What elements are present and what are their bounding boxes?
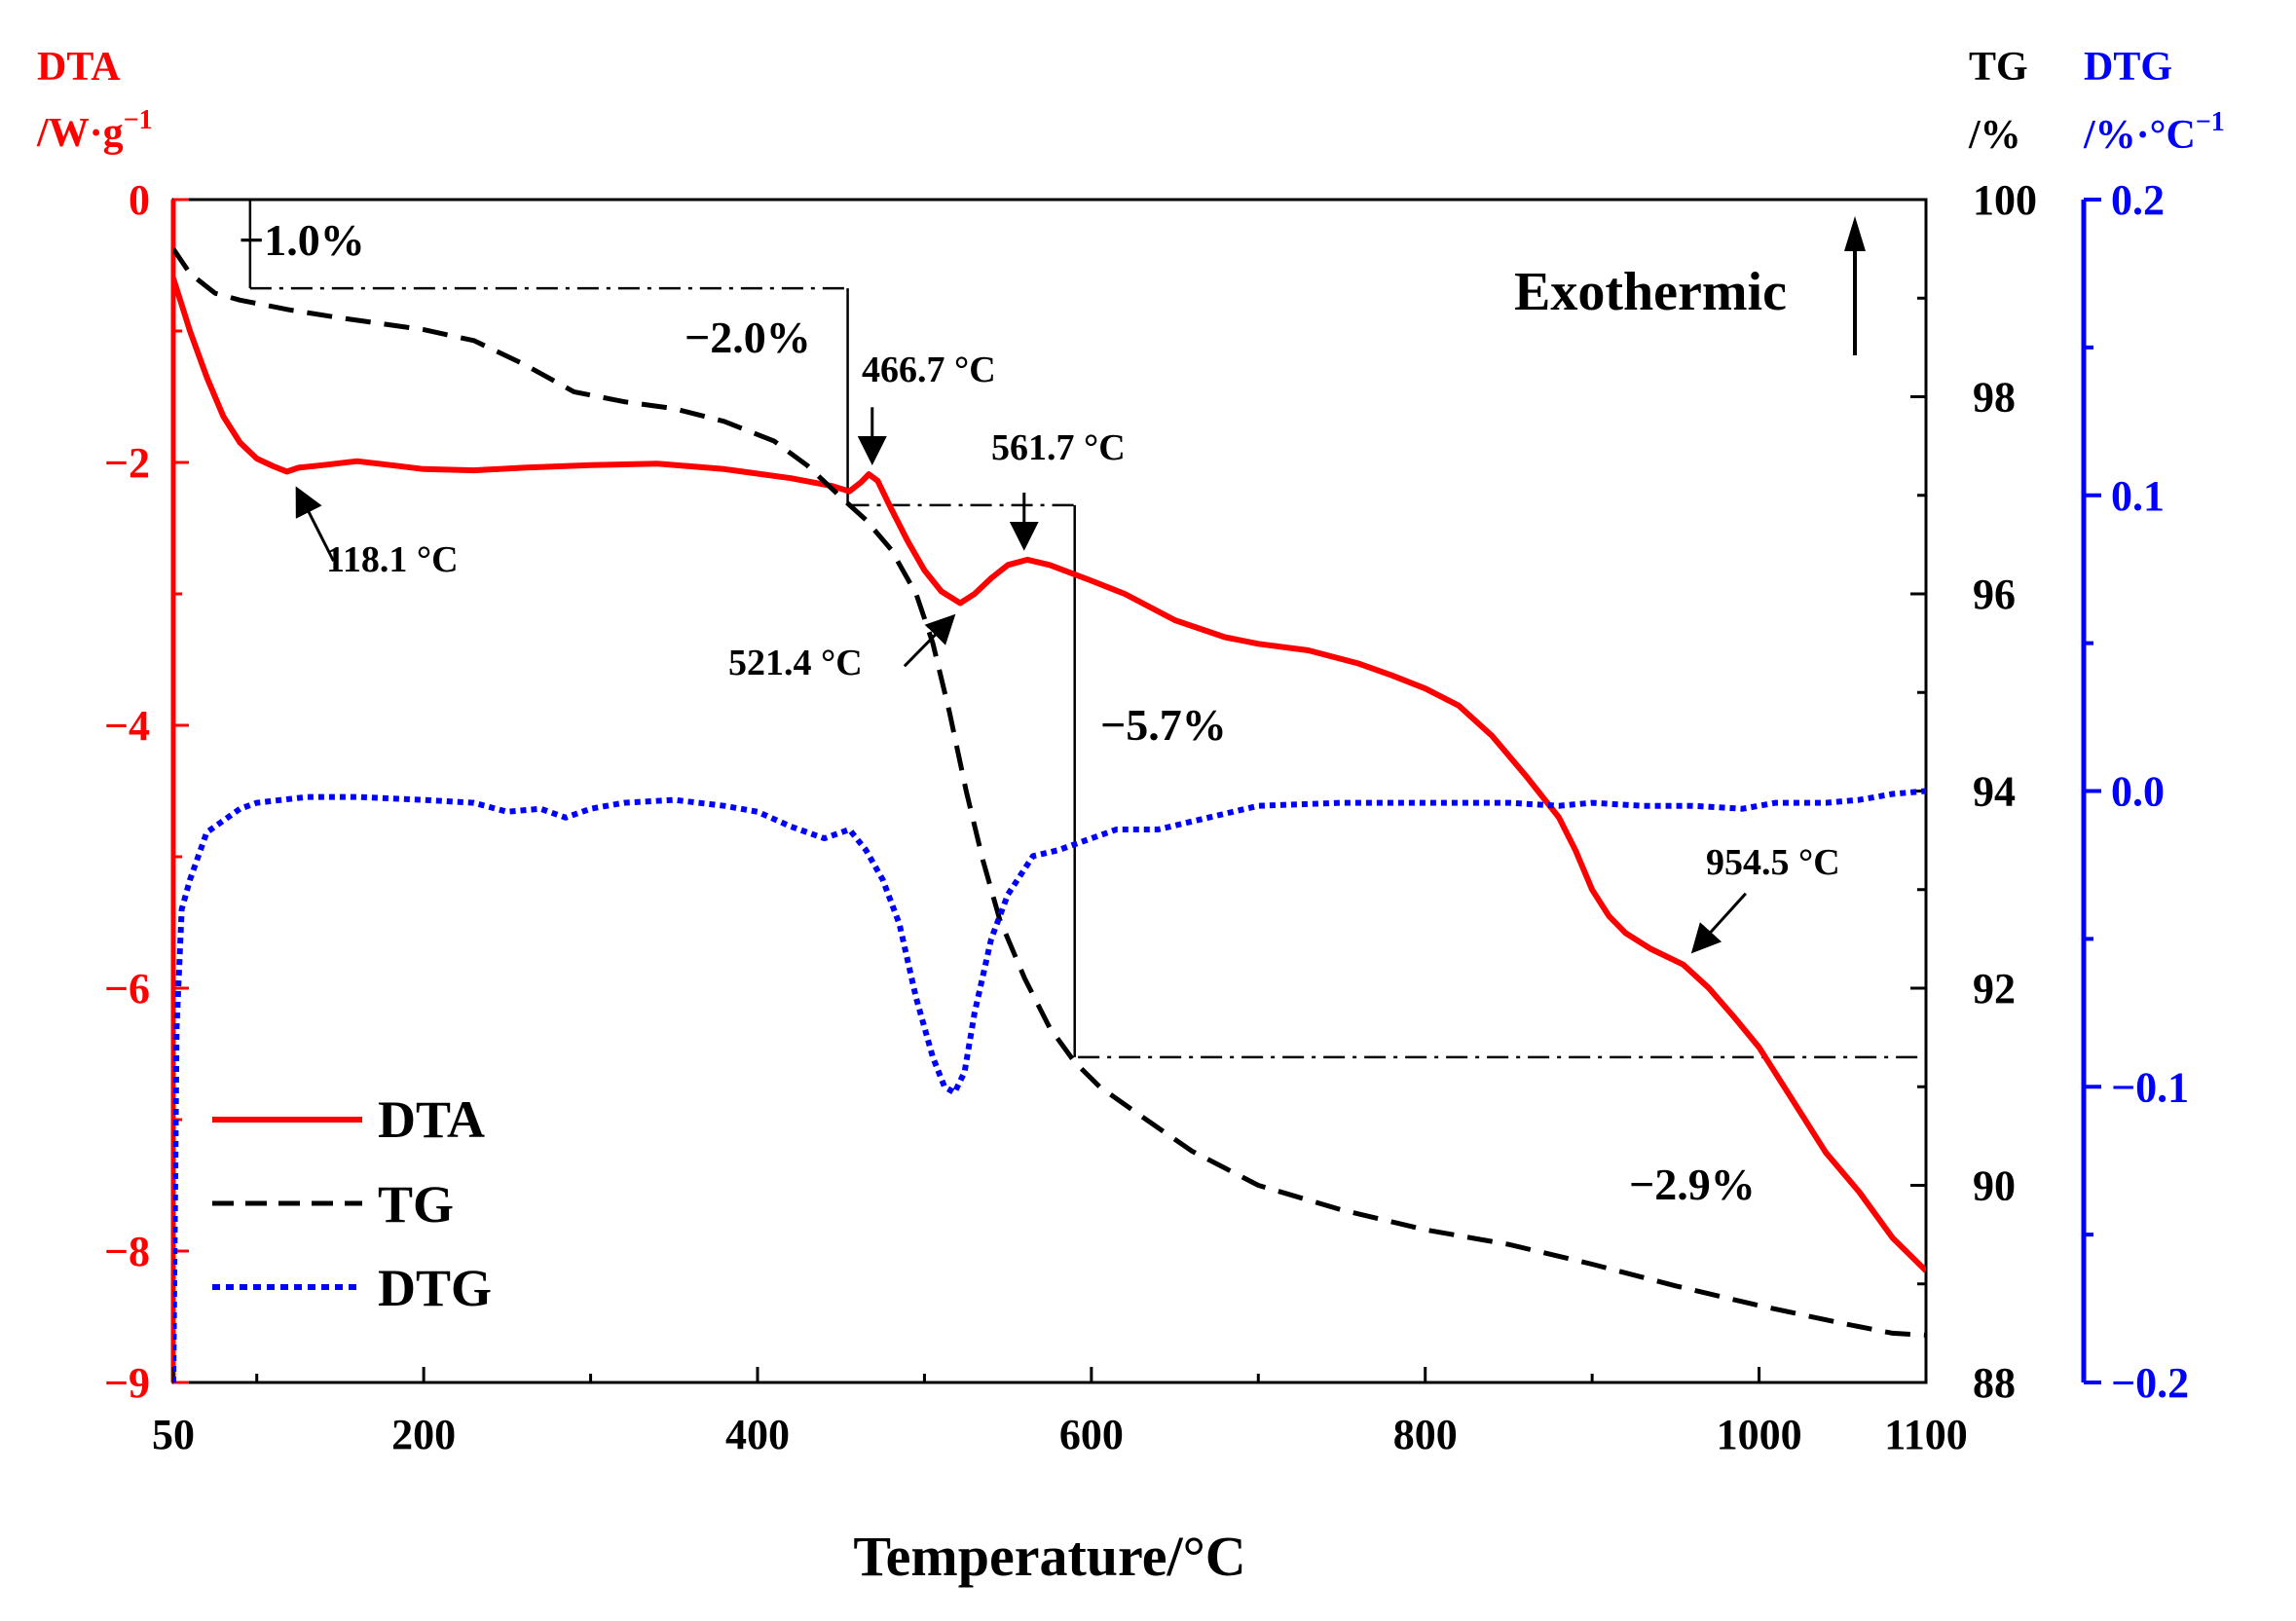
- x-tick-label-400: 400: [725, 1411, 790, 1458]
- peak-arrow-118: [295, 486, 335, 562]
- peak-label-466: 466.7 °C: [862, 350, 996, 390]
- x-tick-label-200: 200: [391, 1411, 456, 1458]
- legend-label-tg: TG: [378, 1175, 454, 1234]
- peak-label-954: 954.5 °C: [1706, 842, 1840, 883]
- guides-layer: [248, 200, 1926, 1059]
- series-line-tg: [173, 247, 1926, 1338]
- tg-tick-label-92: 92: [1973, 965, 2016, 1013]
- tg-tick-label-90: 90: [1973, 1162, 2016, 1210]
- dtg-tick-label-1: 0.1: [2111, 472, 2165, 520]
- peak-label-561: 561.7 °C: [991, 427, 1126, 468]
- tg-tick-label-94: 94: [1973, 768, 2016, 816]
- x-tick-label-1100: 1100: [1884, 1411, 1968, 1458]
- dtg-tick-label-2: 0.0: [2111, 768, 2165, 816]
- dta-tick-label--9: −9: [104, 1359, 150, 1407]
- dtg-tick-label-3: −0.1: [2111, 1063, 2189, 1111]
- arrows-layer: [295, 407, 1747, 954]
- legend-label-dta: DTA: [378, 1090, 485, 1149]
- dta-axis-title-line1: DTA: [37, 45, 121, 90]
- dta-tick-label--8: −8: [104, 1228, 150, 1275]
- tg-axis-title-line1: TG: [1969, 45, 2028, 90]
- dta-tick-label-0: 0: [129, 176, 150, 224]
- dtg-tick-label-4: −0.2: [2111, 1359, 2189, 1407]
- dtg-axis-title-line1: DTG: [2084, 45, 2172, 90]
- tg-axis-title-line2: /%: [1968, 113, 2021, 158]
- exothermic-label: Exothermic: [1514, 262, 1787, 322]
- dtg-tick-label-0: 0.2: [2111, 176, 2165, 224]
- peak-label-521: 521.4 °C: [728, 643, 863, 683]
- legend-entry-dta: DTA: [212, 1090, 485, 1149]
- peak-arrow-954: [1690, 892, 1747, 954]
- dta-tick-label--2: −2: [104, 439, 150, 487]
- legend-label-dtg: DTG: [378, 1259, 492, 1317]
- tg-tick-label-96: 96: [1973, 571, 2016, 618]
- dtg-axis-title-line2: /%·°C−1: [2083, 107, 2225, 158]
- x-tick-label-800: 800: [1393, 1411, 1458, 1458]
- exothermic-arrow: [1844, 216, 1866, 355]
- peak-arrow-521: [903, 613, 956, 668]
- tg-tick-label-98: 98: [1973, 374, 2016, 422]
- legend: DTA TG DTG: [212, 1090, 492, 1317]
- series-line-dtg: [173, 788, 1926, 1382]
- series-layer: [173, 247, 1926, 1382]
- x-axis-title: Temperature/°C: [853, 1525, 1245, 1588]
- legend-entry-tg: TG: [212, 1175, 454, 1234]
- dta-axis-title-line2: /W·g−1: [36, 105, 153, 156]
- x-tick-label-1000: 1000: [1717, 1411, 1802, 1458]
- mass-loss-label-1: −1.0%: [239, 215, 365, 265]
- dta-tick-label--6: −6: [104, 965, 150, 1013]
- tg-tick-label-100: 100: [1973, 176, 2037, 224]
- dta-tick-label--4: −4: [104, 702, 150, 750]
- mass-loss-label-2: −2.0%: [685, 313, 811, 362]
- mass-loss-label-3: −5.7%: [1100, 700, 1227, 750]
- x-tick-label-50: 50: [152, 1411, 195, 1458]
- tg-tick-label-88: 88: [1973, 1359, 2016, 1407]
- peak-label-118: 118.1 °C: [326, 539, 459, 580]
- x-tick-label-600: 600: [1059, 1411, 1124, 1458]
- legend-entry-dtg: DTG: [212, 1259, 492, 1317]
- ticks-layer: 50 200 400 600 800 1000 1100 0 −2 −4 −6 −8 −9 100 98 96…: [104, 176, 2189, 1458]
- mass-loss-label-4: −2.9%: [1629, 1160, 1756, 1209]
- series-line-dta: [173, 277, 1926, 1273]
